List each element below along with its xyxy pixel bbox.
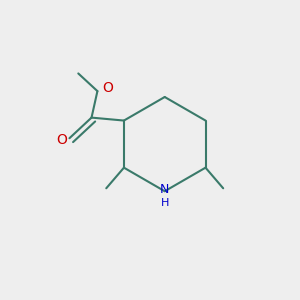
Text: H: H <box>160 198 169 208</box>
Text: N: N <box>160 183 169 196</box>
Text: O: O <box>57 133 68 147</box>
Text: O: O <box>102 81 113 94</box>
